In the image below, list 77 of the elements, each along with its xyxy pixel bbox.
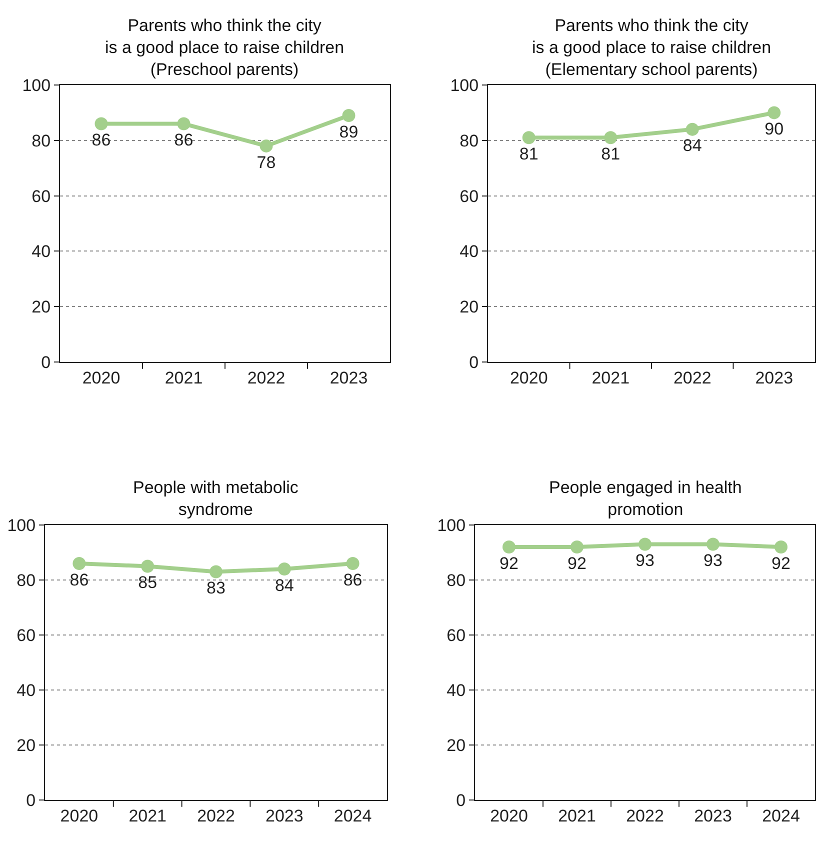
data-label: 81: [519, 144, 538, 164]
point: [686, 122, 699, 136]
y-tick-label: 40: [460, 242, 479, 262]
chart-title: People engaged in health promotion: [549, 478, 742, 520]
y-tick-label: 0: [26, 790, 36, 810]
x-tick-label: 2023: [694, 806, 732, 826]
y-tick-label: 60: [446, 626, 466, 645]
point: [346, 557, 360, 570]
data-label: 92: [772, 554, 790, 573]
chart-title: Parents who think the city is a good place to raise children (Elementary school parents): [532, 16, 772, 80]
chart-title: Parents who think the city is a good place to raise children (Preschool parents): [105, 16, 344, 80]
data-label: 86: [174, 130, 194, 150]
point: [210, 565, 222, 578]
x-tick-label: 2023: [330, 368, 368, 388]
x-tick-label: 2020: [60, 806, 98, 826]
data-label: 92: [500, 554, 518, 573]
data-label: 83: [206, 578, 226, 598]
y-tick-label: 20: [16, 736, 36, 755]
x-tick-label: 2021: [164, 368, 203, 388]
y-tick-label: 0: [456, 790, 466, 810]
x-tick-label: 2022: [626, 806, 664, 826]
data-label: 89: [339, 122, 358, 142]
y-tick-label: 40: [32, 242, 51, 262]
y-tick-label: 100: [22, 76, 51, 95]
y-tick-label: 80: [446, 570, 466, 590]
data-label: 84: [274, 576, 294, 595]
data-label: 86: [70, 570, 89, 590]
point: [342, 108, 356, 122]
y-tick-label: 40: [16, 680, 36, 700]
y-tick-label: 80: [16, 570, 36, 590]
point: [768, 106, 781, 120]
x-tick-label: 2024: [762, 806, 800, 826]
data-label: 84: [682, 136, 702, 156]
y-tick-label: 0: [469, 352, 479, 372]
point: [177, 117, 190, 130]
y-tick-label: 0: [41, 352, 51, 372]
data-label: 78: [256, 152, 276, 172]
x-tick-label: 2023: [755, 368, 794, 388]
point: [94, 117, 108, 130]
y-tick-label: 60: [16, 626, 36, 645]
data-label: 86: [343, 570, 362, 590]
x-tick-label: 2021: [592, 368, 630, 388]
y-tick-label: 80: [32, 131, 51, 150]
y-tick-label: 100: [450, 76, 479, 95]
point: [522, 131, 536, 144]
x-tick-label: 2023: [265, 806, 304, 826]
point: [278, 562, 291, 576]
x-tick-label: 2021: [558, 806, 596, 826]
y-tick-label: 100: [7, 516, 36, 535]
data-label: 90: [764, 120, 784, 139]
x-tick-label: 2022: [197, 806, 235, 826]
point: [260, 139, 273, 152]
x-tick-label: 2020: [490, 806, 528, 826]
x-tick-label: 2022: [673, 368, 712, 388]
point: [72, 557, 86, 570]
y-tick-label: 100: [437, 516, 466, 535]
data-label: 93: [636, 551, 654, 570]
point: [604, 131, 618, 144]
y-tick-label: 20: [32, 298, 51, 317]
data-label: 85: [138, 573, 158, 592]
x-tick-label: 2021: [128, 806, 167, 826]
data-label: 81: [601, 144, 620, 164]
x-tick-label: 2022: [247, 368, 286, 388]
y-tick-label: 20: [446, 736, 466, 755]
data-label: 92: [568, 554, 586, 573]
y-tick-label: 60: [460, 186, 479, 206]
data-label: 86: [92, 130, 111, 150]
y-tick-label: 60: [32, 186, 51, 206]
chart-title: People with metabolic syndrome: [133, 478, 299, 520]
y-tick-label: 40: [446, 680, 466, 700]
y-tick-label: 80: [460, 131, 479, 150]
point: [141, 560, 154, 573]
x-tick-label: 2024: [334, 806, 372, 826]
data-label: 93: [704, 551, 722, 570]
x-tick-label: 2020: [510, 368, 548, 388]
y-tick-label: 20: [460, 298, 479, 317]
x-tick-label: 2020: [82, 368, 120, 388]
